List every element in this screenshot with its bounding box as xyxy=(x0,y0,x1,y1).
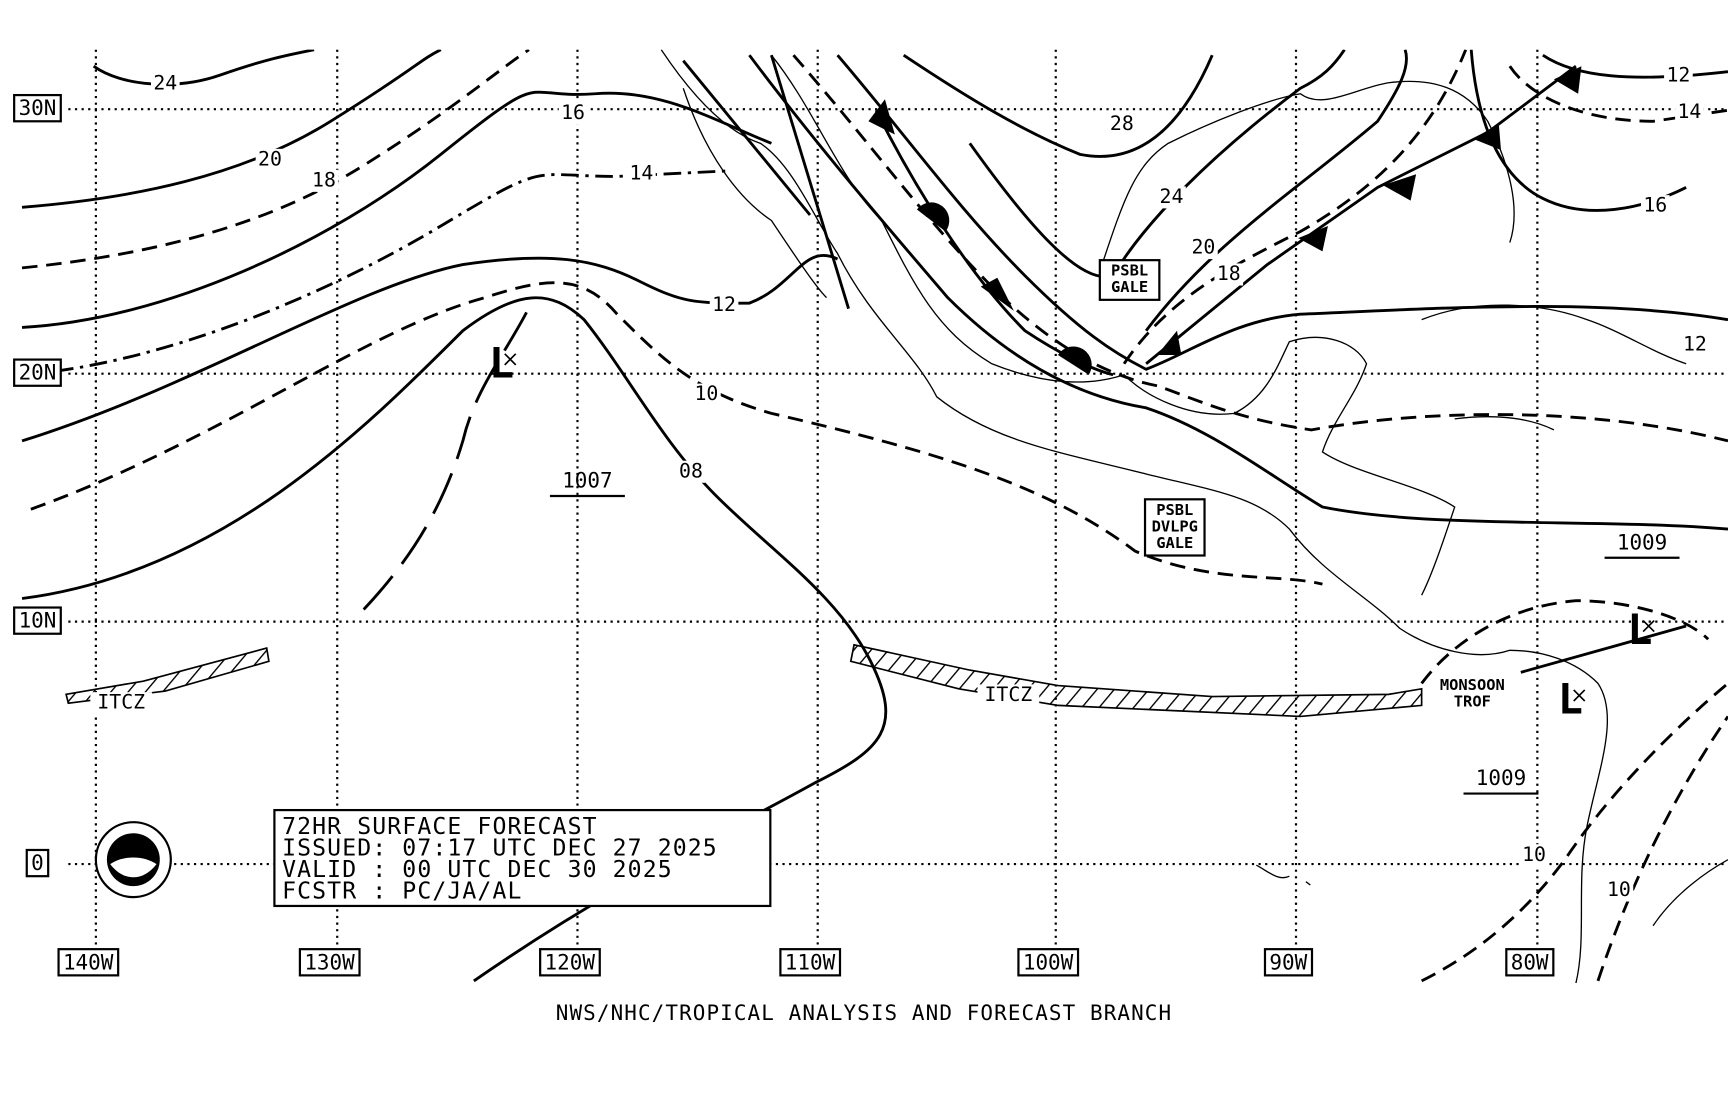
isobar-label-bg xyxy=(309,169,339,192)
trough-label: TROF xyxy=(1454,693,1491,711)
lat-label: 0 xyxy=(31,851,44,875)
isobar-label: 14 xyxy=(629,162,653,185)
isobar-label-bg xyxy=(150,72,180,95)
itcz-label: ITCZ xyxy=(984,683,1032,706)
isobar-label-bg xyxy=(1604,879,1634,902)
warning-box xyxy=(1143,498,1206,557)
isobar-label-bg xyxy=(1664,65,1693,88)
isobar-label: 28 xyxy=(1110,112,1134,135)
isobar-label-bg xyxy=(676,460,706,483)
map-area xyxy=(21,49,1728,984)
isobar-label: 10 xyxy=(1607,878,1631,901)
lon-label-box xyxy=(1263,948,1314,977)
low-label: L xyxy=(489,338,514,387)
lon-label-box xyxy=(1017,948,1080,977)
isobar-label: 18 xyxy=(1217,262,1241,285)
warning-text: PSBL xyxy=(1156,501,1193,519)
lon-label-box xyxy=(1505,948,1555,977)
isobar-label-bg xyxy=(692,383,721,406)
isobar-label: 24 xyxy=(1160,185,1184,208)
isobar-label: 18 xyxy=(312,168,336,191)
isobar-label: 12 xyxy=(712,293,736,316)
lat-label-box xyxy=(25,848,50,878)
isobar-label: 20 xyxy=(1191,236,1215,259)
labels: 30N 20N 10N 0 140W 130W 120W 110W 100W 90W 80W 24 20… xyxy=(13,64,1710,1025)
itcz-label: ITCZ xyxy=(97,691,145,714)
noaa-logo xyxy=(94,821,172,899)
isobar-label-bg xyxy=(1157,186,1186,209)
isobar-label-bg xyxy=(1107,113,1137,136)
lon-label-box xyxy=(298,948,361,977)
isobar-label: 10 xyxy=(694,382,718,405)
isobar-label: 24 xyxy=(153,71,177,94)
trough-label: MONSOON xyxy=(1440,676,1505,694)
isobar-label: 16 xyxy=(1643,194,1667,217)
info-line: 72HR SURFACE FORECAST xyxy=(282,814,598,840)
low-label: L xyxy=(1627,605,1652,654)
lat-label-box xyxy=(13,358,62,387)
isobar-label-bg xyxy=(1189,237,1218,260)
lon-label-box xyxy=(539,948,601,977)
pressure-label: 1009 xyxy=(1617,530,1667,554)
isobar-label: 12 xyxy=(1666,64,1690,87)
isobar-label-bg xyxy=(1680,334,1710,357)
lon-label: 120W xyxy=(545,950,596,974)
warning-box xyxy=(1098,259,1161,301)
footer: NWS/NHC/TROPICAL ANALYSIS AND FORECAST B… xyxy=(556,1001,1172,1025)
low-center xyxy=(1642,619,1655,633)
isobar-label: 14 xyxy=(1677,100,1701,123)
lon-label: 130W xyxy=(304,950,355,974)
isobar-label-bg xyxy=(627,163,656,186)
lon-label: 90W xyxy=(1269,950,1307,974)
lat-label: 20N xyxy=(19,361,57,385)
pressure-label: 1007 xyxy=(562,469,612,493)
isobar-label: 20 xyxy=(258,147,282,170)
isobar-label-bg xyxy=(1640,195,1670,218)
lon-label: 140W xyxy=(63,950,114,974)
isobar-label-bg xyxy=(1675,101,1704,124)
info-line: ISSUED: 07:17 UTC DEC 27 2025 xyxy=(282,836,718,862)
warning-text: GALE xyxy=(1156,534,1193,552)
info-line: VALID : 00 UTC DEC 30 2025 xyxy=(282,857,673,883)
low-center xyxy=(504,353,517,366)
isobar-label: 10 xyxy=(1522,843,1546,866)
itcz-label-bg xyxy=(977,684,1040,707)
isobar-label-bg xyxy=(558,102,588,125)
fronts xyxy=(682,54,1582,377)
itcz-bands xyxy=(65,624,1687,718)
itcz-label-bg xyxy=(90,692,153,715)
graticule xyxy=(68,49,1728,948)
warning-text: PSBL xyxy=(1111,262,1148,280)
pressure-label: 1009 xyxy=(1476,766,1526,790)
lat-label-box xyxy=(13,93,62,123)
isobar-label: 08 xyxy=(679,459,703,482)
low-center xyxy=(1573,689,1586,702)
isobar-label-bg xyxy=(1214,263,1244,286)
lat-label: 10N xyxy=(19,609,57,633)
lon-label-box xyxy=(779,948,842,977)
warning-text: GALE xyxy=(1111,278,1148,296)
lon-label-box xyxy=(57,948,120,977)
low-label: L xyxy=(1558,675,1583,724)
lat-label-box xyxy=(13,606,62,635)
isobar-label-bg xyxy=(709,294,739,317)
lon-label: 110W xyxy=(785,950,836,974)
isobar-label-bg xyxy=(255,148,285,171)
info-line: FCSTR : PC/JA/AL xyxy=(282,879,522,905)
isobar-label: 16 xyxy=(561,101,585,124)
lat-label: 30N xyxy=(19,96,57,120)
lon-label: 80W xyxy=(1511,950,1549,974)
isobar-label: 12 xyxy=(1683,333,1707,356)
isobar-label-bg xyxy=(1519,844,1549,867)
lon-label: 100W xyxy=(1023,950,1074,974)
info-box xyxy=(273,808,772,908)
warning-text: DVLPG xyxy=(1152,517,1198,535)
